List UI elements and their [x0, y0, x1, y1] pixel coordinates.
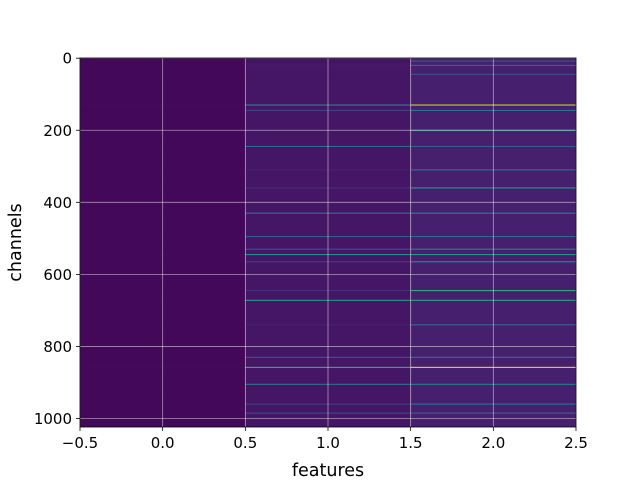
x-axis-label: features	[292, 461, 364, 480]
x-tick-label: 1.0	[316, 434, 340, 452]
y-tick-label: 1000	[34, 410, 72, 428]
y-axis-label: channels	[6, 203, 26, 281]
x-axis: −0.5 0.0 0.5 1.0 1.5 2.0 2.5	[62, 427, 588, 452]
x-tick-label: 1.5	[399, 434, 423, 452]
y-tick-label: 200	[43, 122, 72, 140]
y-tick-label: 400	[43, 194, 72, 212]
y-tick-label: 600	[43, 266, 72, 284]
x-tick-label: −0.5	[62, 434, 98, 452]
x-tick-label: 2.5	[564, 434, 588, 452]
y-axis: 0 200 400 600 800 1000	[34, 50, 80, 428]
x-tick-label: 0.0	[151, 434, 175, 452]
y-tick-label: 800	[43, 338, 72, 356]
y-tick-label: 0	[62, 50, 72, 68]
x-tick-label: 2.0	[481, 434, 505, 452]
x-tick-label: 0.5	[233, 434, 257, 452]
